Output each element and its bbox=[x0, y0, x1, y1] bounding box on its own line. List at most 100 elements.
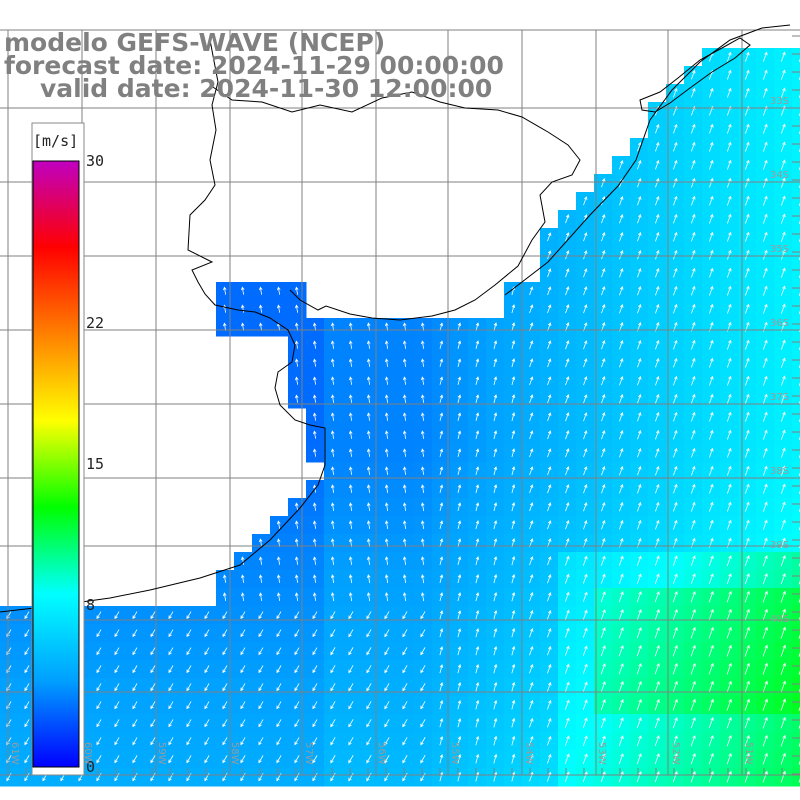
wind-arrow bbox=[762, 375, 768, 386]
wind-arrow bbox=[709, 231, 714, 242]
wind-arrow bbox=[744, 87, 750, 98]
wind-arrow bbox=[655, 519, 660, 530]
wind-arrow bbox=[402, 574, 407, 584]
wind-arrow bbox=[493, 340, 498, 350]
wind-arrow bbox=[744, 483, 750, 494]
wind-arrow bbox=[114, 629, 120, 638]
wind-arrow bbox=[762, 285, 768, 296]
wind-arrow bbox=[222, 737, 228, 746]
wind-arrow bbox=[295, 304, 299, 313]
wind-arrow bbox=[672, 771, 678, 783]
wind-arrow bbox=[150, 683, 156, 692]
wind-arrow bbox=[493, 484, 498, 494]
wind-arrow bbox=[619, 304, 624, 314]
lon-label: 58W bbox=[229, 742, 241, 765]
wind-arrow bbox=[673, 177, 678, 188]
wind-arrow bbox=[762, 51, 768, 62]
wind-arrow bbox=[547, 574, 552, 584]
wind-arrow bbox=[762, 159, 768, 170]
wind-arrow bbox=[726, 69, 732, 80]
wind-arrow bbox=[780, 69, 786, 80]
wind-arrow bbox=[600, 681, 606, 693]
wind-arrow bbox=[691, 159, 696, 170]
field-cell bbox=[792, 48, 800, 67]
wind-arrow bbox=[402, 520, 407, 529]
wind-arrow bbox=[475, 681, 480, 692]
wind-arrow bbox=[24, 611, 30, 620]
wind-arrow bbox=[475, 412, 480, 422]
wind-arrow bbox=[708, 752, 714, 765]
wind-arrow bbox=[655, 429, 660, 440]
wind-arrow bbox=[600, 573, 606, 584]
wind-arrow bbox=[547, 232, 552, 242]
wind-arrow bbox=[457, 717, 462, 728]
wind-arrow bbox=[565, 232, 570, 242]
wind-arrow bbox=[636, 573, 642, 584]
wind-arrow bbox=[726, 51, 732, 62]
wind-arrow bbox=[384, 556, 389, 566]
wind-arrow bbox=[744, 716, 750, 729]
wind-arrow bbox=[186, 665, 192, 674]
wind-arrow bbox=[276, 611, 282, 620]
wind-arrow bbox=[673, 465, 678, 476]
coastline-brazil bbox=[504, 24, 791, 296]
wind-arrow bbox=[744, 231, 750, 242]
wind-arrow bbox=[168, 611, 174, 620]
wind-arrow bbox=[780, 339, 786, 350]
lon-label: 56W bbox=[376, 742, 387, 765]
wind-arrow bbox=[600, 591, 606, 603]
wind-arrow bbox=[583, 232, 588, 242]
field-cell bbox=[792, 282, 800, 301]
wind-arrow bbox=[511, 358, 516, 368]
wind-arrow bbox=[636, 680, 642, 693]
wind-arrow bbox=[96, 665, 102, 674]
wind-arrow bbox=[384, 737, 390, 746]
wind-arrow bbox=[600, 735, 606, 747]
wind-arrow bbox=[673, 357, 678, 368]
wind-arrow bbox=[565, 466, 570, 476]
wind-arrow bbox=[439, 610, 444, 620]
wind-arrow bbox=[583, 520, 588, 530]
wind-arrow bbox=[691, 213, 696, 224]
wind-arrow bbox=[312, 592, 317, 601]
wind-arrow bbox=[655, 501, 660, 512]
wind-arrow bbox=[384, 773, 390, 782]
wind-arrow bbox=[547, 753, 552, 764]
field-cell bbox=[792, 606, 800, 625]
wind-arrow bbox=[744, 734, 750, 747]
wind-arrow bbox=[348, 701, 354, 710]
lat-label: 38S bbox=[770, 466, 790, 477]
colorbar-unit: [m/s] bbox=[33, 132, 79, 150]
wind-arrow bbox=[330, 430, 335, 439]
wind-arrow bbox=[637, 483, 642, 494]
wind-arrow bbox=[294, 683, 300, 692]
wind-arrow bbox=[547, 430, 552, 440]
wind-arrow bbox=[330, 647, 336, 656]
wind-arrow bbox=[547, 645, 552, 656]
wind-arrow bbox=[222, 719, 228, 728]
wind-arrow bbox=[673, 411, 678, 422]
wind-arrow bbox=[240, 611, 246, 620]
wind-arrow bbox=[762, 249, 768, 260]
wind-arrow bbox=[582, 609, 588, 620]
wind-arrow bbox=[475, 376, 480, 386]
wind-arrow bbox=[726, 465, 732, 476]
wind-arrow bbox=[132, 701, 138, 710]
wind-arrow bbox=[672, 735, 678, 747]
wind-arrow bbox=[691, 69, 696, 80]
wind-arrow bbox=[150, 629, 156, 638]
wind-arrow bbox=[312, 719, 318, 728]
wind-arrow bbox=[294, 502, 299, 511]
wind-arrow bbox=[294, 665, 300, 674]
wind-arrow bbox=[583, 304, 588, 314]
wind-arrow bbox=[258, 556, 263, 565]
wind-arrow bbox=[655, 357, 660, 368]
wind-arrow bbox=[636, 555, 642, 566]
wind-arrow bbox=[511, 520, 516, 530]
wind-arrow bbox=[24, 683, 30, 692]
wind-arrow bbox=[24, 647, 30, 656]
wind-arrow bbox=[241, 286, 245, 295]
wind-arrow bbox=[529, 753, 534, 764]
wind-arrow bbox=[691, 285, 696, 296]
wind-arrow bbox=[762, 231, 768, 242]
